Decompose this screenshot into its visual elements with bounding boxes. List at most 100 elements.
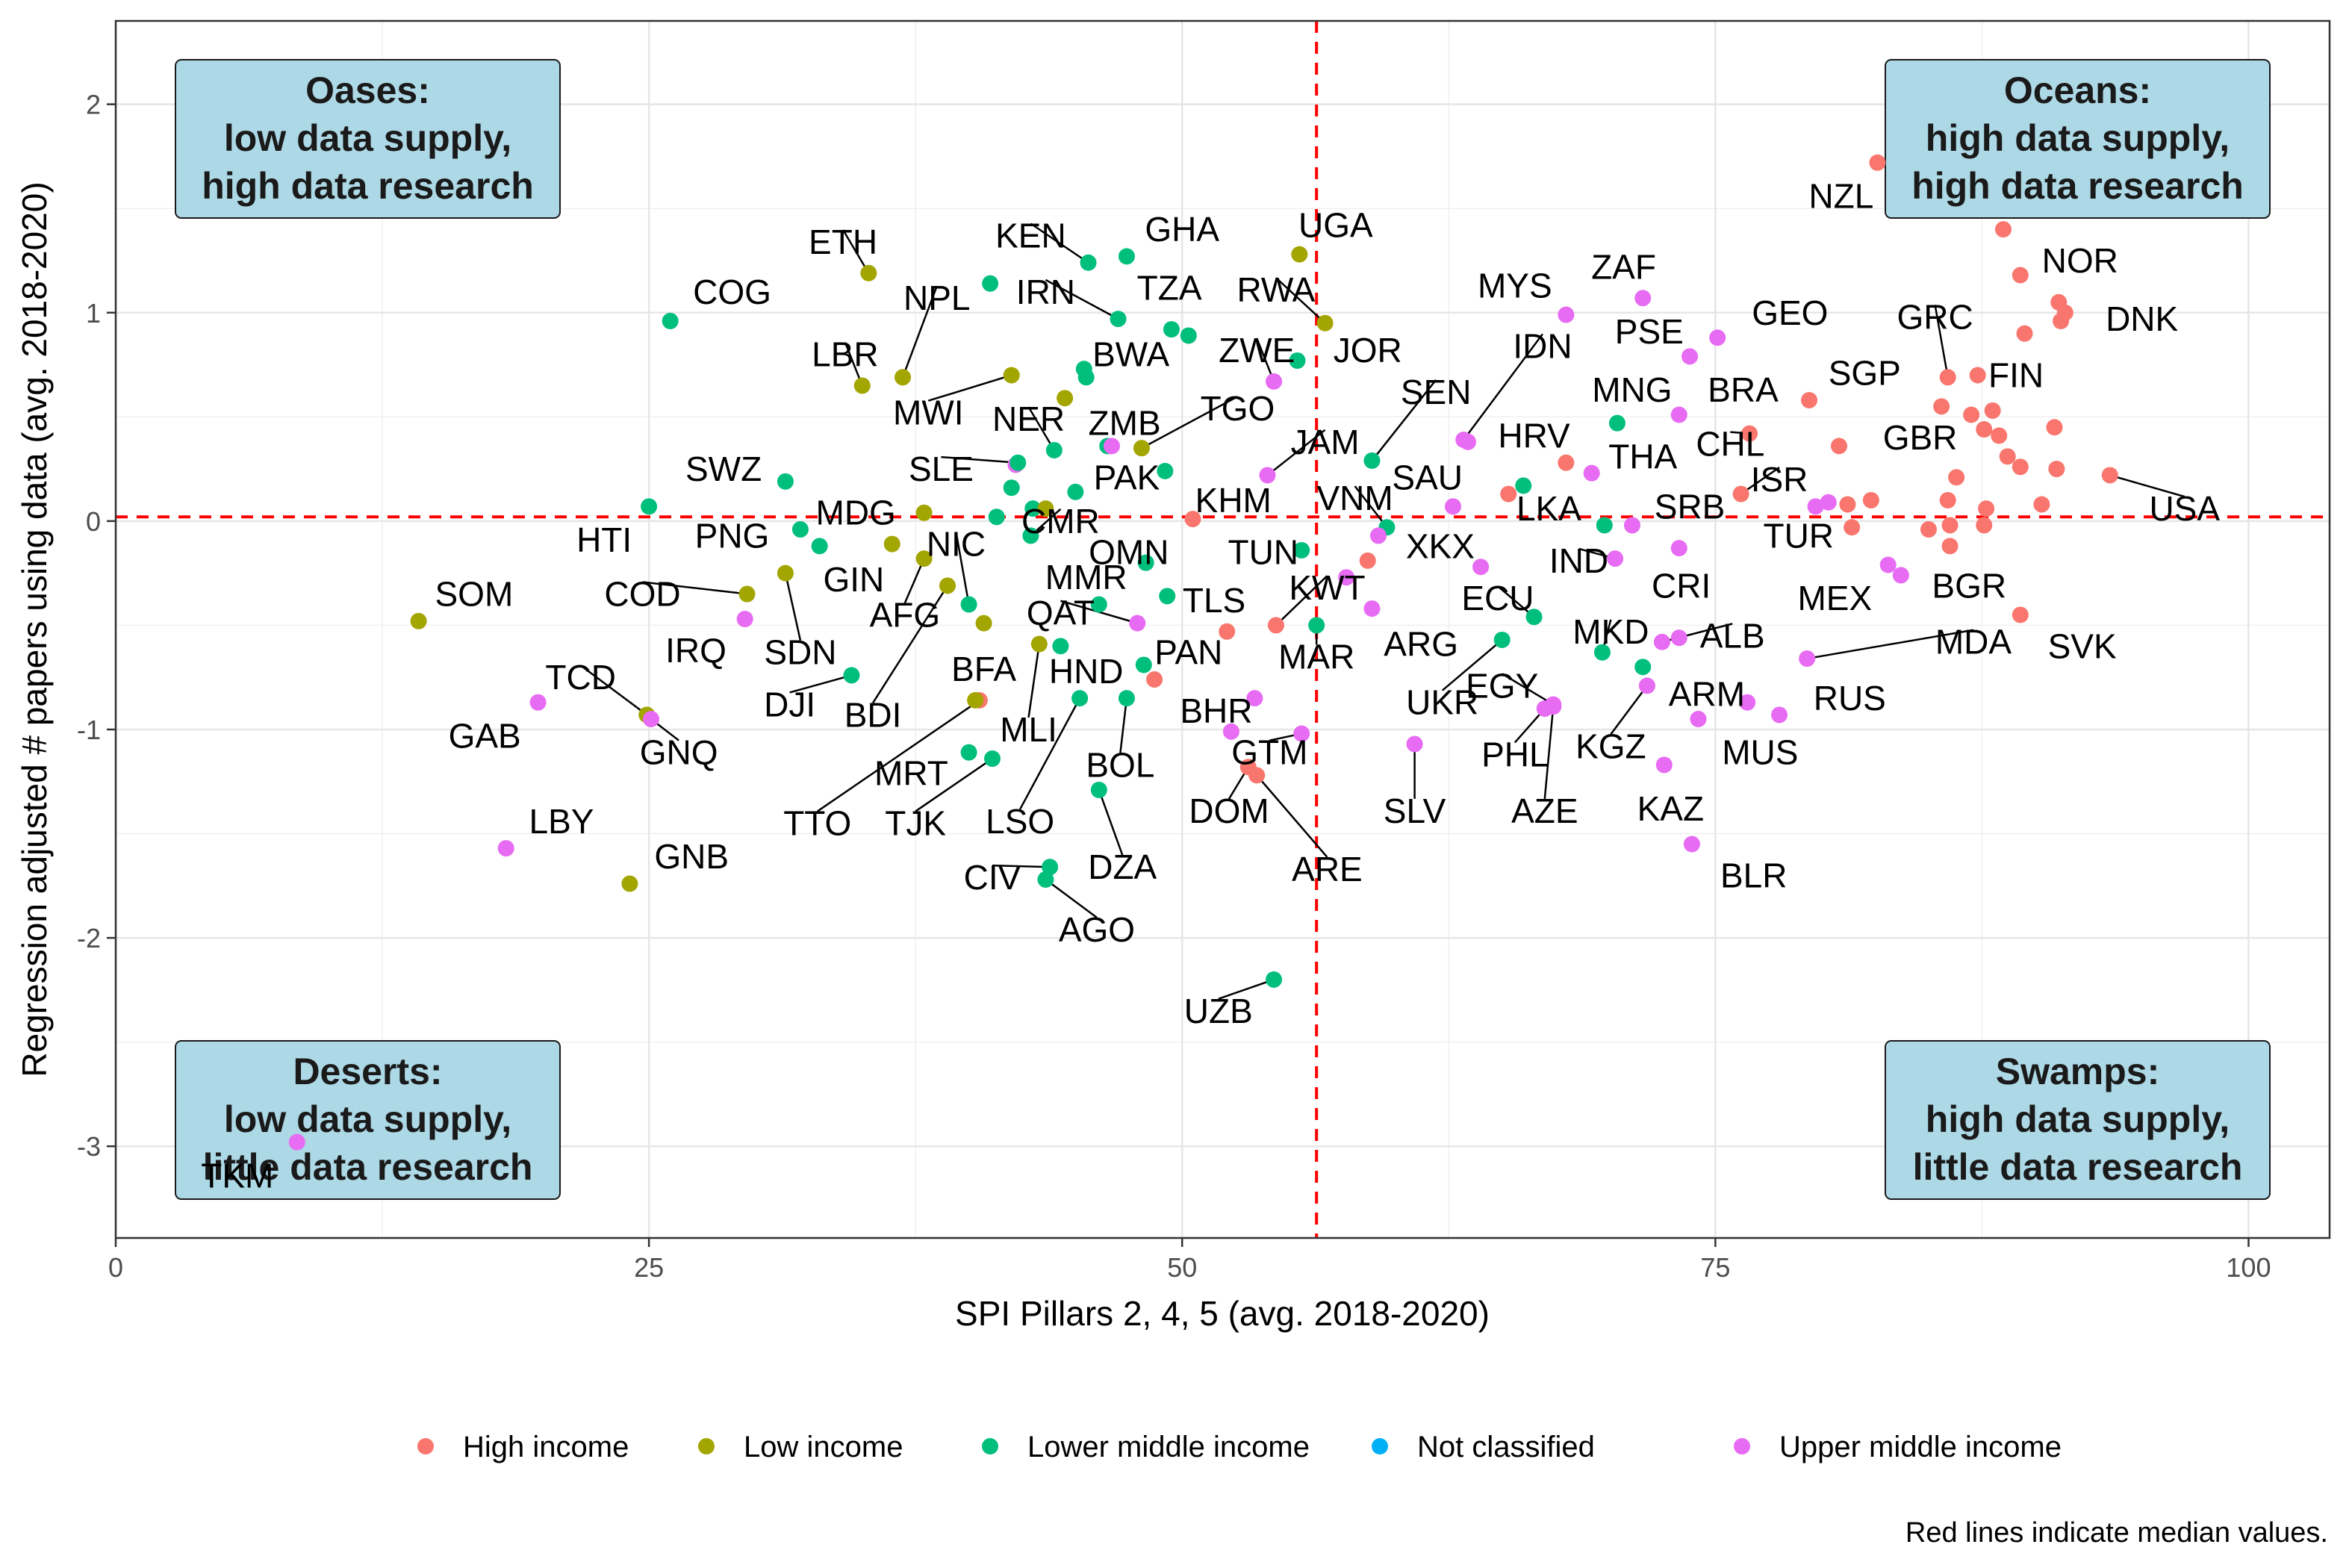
- data-point: [960, 596, 977, 613]
- quadrant-box-text: high data research: [1911, 165, 2244, 207]
- data-point: [843, 667, 860, 684]
- data-point: [1801, 391, 1818, 408]
- data-point: [1593, 644, 1611, 661]
- country-label: AZE: [1511, 791, 1578, 830]
- y-tick-label: -3: [77, 1131, 101, 1162]
- quadrant-box-top-right: [1885, 59, 2271, 219]
- data-point: [1009, 454, 1027, 471]
- label-leader-line: [1806, 629, 1974, 660]
- label-leader-line: [955, 532, 970, 605]
- plot-panel-border: [114, 19, 2331, 1239]
- data-point: [2046, 419, 2063, 436]
- data-point: [1163, 321, 1180, 338]
- data-point: [1515, 477, 1532, 494]
- data-point: [1246, 690, 1263, 707]
- country-label: BRA: [1708, 370, 1779, 409]
- label-leader-line: [1275, 277, 1326, 324]
- data-point: [1933, 398, 1950, 415]
- data-point: [1259, 467, 1276, 484]
- data-point: [1444, 498, 1461, 515]
- data-point: [1655, 756, 1673, 774]
- data-point: [1052, 638, 1069, 655]
- label-leader-line: [1256, 774, 1328, 858]
- data-point: [1071, 690, 1089, 707]
- label-leader-line: [1463, 333, 1543, 441]
- data-point: [1948, 469, 1965, 486]
- legend-key: [982, 1438, 998, 1455]
- country-label: GHA: [1145, 210, 1219, 249]
- country-label: ZMB: [1089, 404, 1161, 443]
- data-point: [1293, 725, 1310, 742]
- legend-label: Upper middle income: [1779, 1431, 2062, 1463]
- label-leader-line: [1045, 878, 1098, 918]
- data-point: [738, 585, 756, 603]
- data-point: [1634, 290, 1652, 307]
- label-leader-line: [1371, 379, 1437, 461]
- data-point: [1607, 550, 1624, 567]
- country-label: MKD: [1572, 612, 1649, 651]
- legend-key: [698, 1438, 715, 1455]
- legend-label: High income: [463, 1431, 629, 1463]
- label-leader-line: [1098, 789, 1124, 856]
- country-label: IRN: [1016, 273, 1075, 311]
- country-label: SEN: [1401, 373, 1472, 411]
- quadrant-box-text: Oases:: [305, 69, 430, 111]
- y-tick-label: 1: [86, 298, 101, 329]
- country-label: BLR: [1720, 856, 1787, 895]
- data-point: [915, 550, 933, 567]
- country-label: MEX: [1797, 579, 1872, 617]
- data-point: [1363, 452, 1381, 469]
- quadrant-box-text: Swamps:: [1996, 1051, 2160, 1092]
- x-tick-label: 75: [1700, 1252, 1730, 1283]
- quadrant-box-text: little data research: [1913, 1146, 2243, 1188]
- country-label: BHR: [1180, 691, 1252, 730]
- data-point: [777, 564, 794, 582]
- country-label: GIN: [823, 560, 884, 599]
- y-tick-label: -2: [77, 923, 101, 953]
- country-label: ECU: [1461, 579, 1534, 617]
- country-label: DNK: [2106, 299, 2178, 338]
- country-label: GAB: [449, 716, 521, 755]
- data-point: [2048, 461, 2065, 478]
- country-label: MDG: [816, 494, 896, 532]
- data-point: [1137, 554, 1154, 571]
- data-point: [1558, 306, 1575, 323]
- data-point: [939, 577, 956, 594]
- country-label: SOM: [435, 575, 513, 614]
- data-point: [1994, 221, 2012, 238]
- data-point: [1146, 671, 1163, 688]
- data-point: [1003, 367, 1020, 384]
- data-point: [1500, 485, 1517, 503]
- country-label: BWA: [1092, 335, 1169, 374]
- data-point: [860, 264, 877, 281]
- label-leader-line: [1030, 223, 1089, 264]
- country-label: MUS: [1722, 733, 1798, 772]
- country-label: CHL: [1696, 425, 1764, 464]
- label-leader-line: [1502, 673, 1554, 706]
- data-point: [1308, 617, 1325, 634]
- data-point: [1920, 521, 1937, 538]
- label-leader-lines: [579, 223, 2185, 1000]
- country-label: LBY: [529, 802, 594, 841]
- data-point: [1545, 696, 1562, 713]
- country-label: COD: [604, 575, 680, 614]
- data-point: [1879, 556, 1897, 573]
- country-label: HTI: [576, 520, 632, 559]
- data-point: [1472, 559, 1490, 576]
- data-point: [497, 840, 514, 857]
- data-point: [975, 615, 992, 632]
- label-leader-line: [642, 581, 747, 595]
- quadrant-box-text: low data supply,: [224, 117, 511, 159]
- data-point: [960, 744, 977, 761]
- data-point: [1939, 491, 1956, 508]
- y-tick-label: -1: [77, 715, 101, 745]
- country-label: KEN: [995, 216, 1066, 255]
- data-point: [811, 538, 828, 555]
- country-label: CMR: [1021, 502, 1100, 541]
- country-label: SGP: [1829, 354, 1901, 393]
- data-point: [621, 875, 638, 892]
- data-point: [1670, 406, 1687, 423]
- data-point: [1525, 609, 1543, 626]
- country-label: BDI: [844, 695, 902, 734]
- country-label: GTM: [1231, 733, 1307, 772]
